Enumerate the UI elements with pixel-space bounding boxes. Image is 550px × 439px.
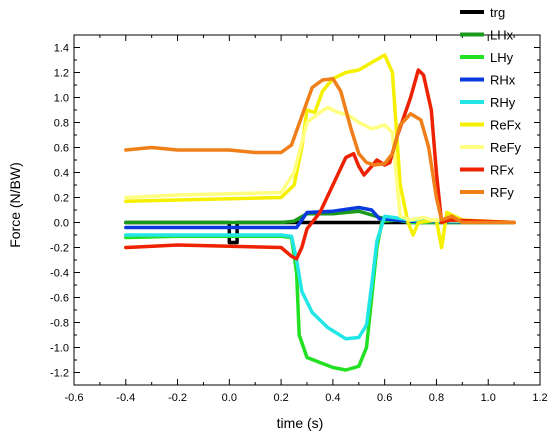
y-tick-label: -0.2	[50, 243, 69, 255]
legend-label-rhx: RHx	[490, 73, 516, 88]
y-tick-label: 0.8	[54, 118, 69, 130]
y-tick-label: 0.2	[54, 193, 69, 205]
y-tick-label: -0.6	[50, 293, 69, 305]
y-tick-label: -1.2	[50, 368, 69, 380]
x-tick-label: 1.2	[532, 392, 547, 404]
y-tick-label: 1.2	[54, 68, 69, 80]
legend-label-rhy: RHy	[490, 95, 516, 110]
x-tick-label: 1.0	[481, 392, 496, 404]
x-tick-label: 0.2	[273, 392, 288, 404]
x-tick-label: 0.0	[222, 392, 237, 404]
legend-label-rfy: RFy	[490, 185, 514, 200]
y-tick-label: 1.4	[54, 43, 69, 55]
x-tick-label: -0.4	[116, 392, 135, 404]
plot-frame	[73, 34, 541, 386]
y-tick-label: 0.0	[54, 218, 69, 230]
legend-label-lhx: LHx	[490, 28, 514, 43]
y-tick-label: 1.0	[54, 93, 69, 105]
y-tick-label: -0.8	[50, 318, 69, 330]
series-line-refy	[124, 105, 516, 225]
y-axis-title: Force (N/BW)	[7, 162, 23, 248]
x-axis-title: time (s)	[277, 415, 324, 431]
legend-label-lhy: LHy	[490, 50, 514, 65]
series-line-trg	[124, 220, 516, 245]
x-tick-label: 0.6	[377, 392, 392, 404]
x-tick-label: 0.4	[325, 392, 340, 404]
plot-border	[73, 34, 541, 386]
y-tick-label: -0.4	[50, 268, 69, 280]
x-tick-label: -0.2	[168, 392, 187, 404]
series-line-rhx	[124, 205, 516, 230]
series-line-rfy	[124, 76, 516, 225]
y-tick-label: 0.6	[54, 143, 69, 155]
y-tick-label: 0.4	[54, 168, 69, 180]
series-line-rhy	[124, 214, 516, 341]
series-line-rfx	[124, 68, 516, 261]
x-tick-label: -0.6	[65, 392, 84, 404]
legend-label-refy: ReFy	[490, 140, 522, 155]
x-axis: -0.6 -0.4 -0.2 0.0 0.2 0.4 0.6 0.8 1.0 1.2	[65, 35, 548, 404]
legend-label-rfx: RFx	[490, 163, 514, 178]
series-line-refx	[124, 53, 516, 250]
legend-label-refx: ReFx	[490, 118, 522, 133]
series-line-lhy	[124, 218, 516, 372]
series-layer	[124, 53, 516, 372]
legend: trg LHx LHy RHx RHy ReFx ReFy RFx RFy	[460, 5, 522, 200]
y-axis: -1.2 -1.0 -0.8 -0.6 -0.4 -0.2 0.0 0.2 0.4 0.6 0.8 1…	[50, 43, 540, 380]
x-tick-label: 0.8	[429, 392, 444, 404]
y-tick-label: -1.0	[50, 343, 69, 355]
legend-label-trg: trg	[490, 5, 505, 20]
